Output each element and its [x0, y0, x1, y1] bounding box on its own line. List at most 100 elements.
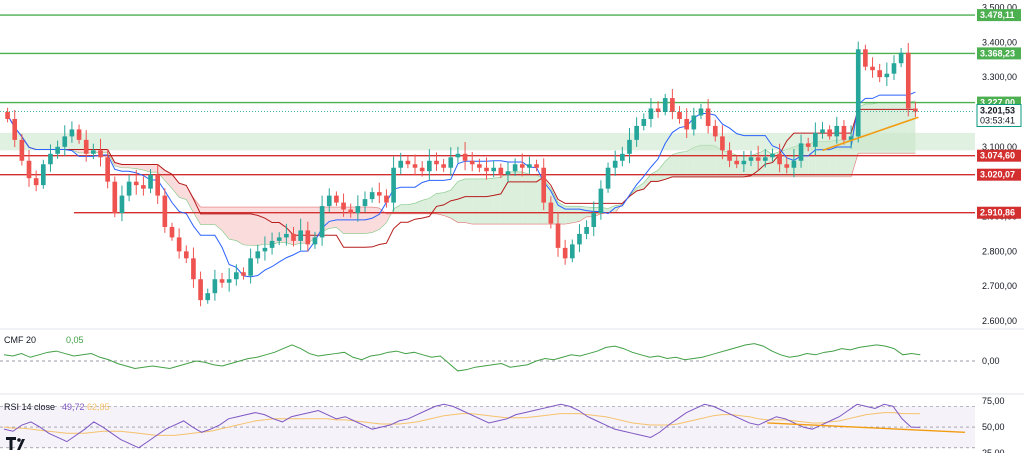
candle-body — [262, 247, 268, 252]
candle-body — [498, 167, 504, 175]
candle-body — [76, 129, 82, 140]
price-axis[interactable]: 3.500,003.400,003.300,003.100,002.900,00… — [976, 2, 1022, 453]
kumo-segment — [443, 190, 451, 219]
candle-body — [777, 153, 782, 165]
candle-body — [898, 52, 904, 64]
cmf-value: 0,05 — [66, 335, 84, 345]
candle-body — [827, 129, 832, 137]
candle-body — [148, 174, 153, 189]
candle-body — [491, 167, 496, 172]
candle-body — [634, 125, 639, 140]
candle-body — [126, 181, 132, 196]
y-tick-label: 3.500,00 — [982, 2, 1017, 12]
candle-body — [226, 279, 232, 283]
candle-body — [870, 66, 875, 71]
candle-body — [33, 178, 39, 186]
candle-body — [670, 98, 675, 112]
candle-body — [555, 223, 561, 248]
candle-body — [405, 160, 411, 165]
tradingview-logo[interactable] — [6, 437, 25, 450]
candle-body — [720, 136, 725, 151]
candle-body — [284, 233, 289, 238]
kumo-segment — [457, 178, 466, 223]
kumo-segment — [400, 204, 408, 214]
y-tick-label: 2.700,00 — [982, 281, 1017, 291]
candle-body — [26, 160, 32, 179]
kumo-segment — [522, 171, 530, 225]
candle-body — [455, 153, 461, 158]
candle-body — [105, 157, 110, 182]
candle-body — [119, 195, 125, 214]
kumo-segment — [515, 171, 523, 225]
candle-body — [434, 160, 439, 165]
candle-body — [83, 139, 89, 154]
kumo-segment — [465, 178, 473, 225]
kumo-segment — [529, 174, 537, 225]
level-tag-label: 3.020,07 — [980, 170, 1015, 180]
candle-body — [620, 153, 625, 161]
candle-body — [162, 195, 168, 227]
candle-body — [648, 108, 654, 119]
candle-body — [69, 129, 75, 137]
kumo-segment — [643, 174, 651, 190]
candle-body — [477, 164, 482, 168]
candle-body — [369, 192, 375, 200]
kumo-segment — [250, 207, 258, 246]
kumo-segment — [393, 204, 401, 214]
kumo-segment — [222, 207, 230, 240]
rsi-trendline — [767, 422, 965, 433]
candle-body — [55, 146, 60, 154]
kumo-segment — [114, 162, 122, 168]
kumo-segment — [679, 151, 687, 177]
kijun-sen — [7, 108, 916, 248]
candle-body — [820, 129, 825, 133]
candle-body — [741, 160, 747, 165]
candle-body — [584, 226, 589, 234]
kumo-segment — [372, 207, 380, 233]
candle-body — [255, 251, 261, 259]
kumo-segment — [214, 207, 223, 231]
candle-body — [212, 279, 218, 294]
price-tag — [976, 103, 1022, 127]
kumo-segment — [171, 174, 180, 198]
candle-body — [412, 164, 418, 168]
candle-body — [805, 143, 811, 147]
kumo-segment — [672, 152, 680, 177]
candle-body — [877, 70, 883, 78]
candle-body — [569, 244, 575, 259]
price-panel[interactable] — [0, 14, 975, 307]
candle-body — [155, 174, 161, 196]
candle-body — [219, 279, 225, 283]
kumo-segment — [407, 203, 416, 214]
level-tag-label: 3.227,00 — [980, 98, 1015, 108]
candle-body — [505, 171, 511, 175]
kumo-segment — [193, 197, 201, 225]
kumo-segment — [207, 207, 215, 225]
candle-body — [541, 167, 547, 203]
candle-body — [341, 202, 346, 210]
candle-body — [705, 108, 711, 126]
level-tag-label: 3.478,11 — [980, 10, 1015, 20]
kumo-segment — [121, 164, 130, 168]
candle-body — [176, 237, 182, 252]
candle-body — [298, 230, 303, 241]
kumo-segment — [164, 170, 172, 189]
candle-body — [512, 164, 518, 172]
candle-body — [577, 233, 582, 245]
candle-body — [241, 272, 246, 276]
candle-body — [12, 118, 18, 140]
candle-body — [133, 181, 139, 186]
candle-body — [448, 157, 454, 168]
candle-body — [398, 160, 404, 168]
rsi-value: 49,72 — [62, 402, 85, 412]
kumo-segment — [608, 205, 616, 213]
kumo-segment — [507, 171, 516, 225]
candle-body — [834, 125, 840, 137]
candle-body — [612, 160, 618, 168]
candle-body — [376, 192, 382, 196]
candle-body — [98, 150, 103, 158]
cmf-tick-label: 0,00 — [982, 356, 1000, 366]
support-zone — [0, 132, 975, 151]
candle-body — [62, 136, 68, 147]
